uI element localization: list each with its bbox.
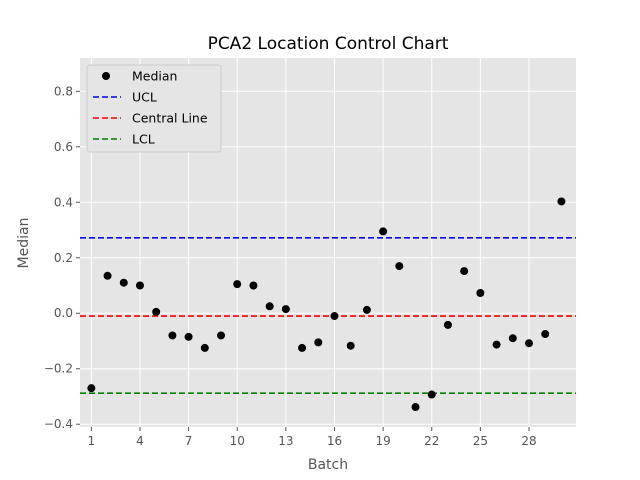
median-point: [314, 338, 323, 347]
y-tick-label: −0.2: [44, 362, 73, 376]
x-tick-label: 16: [327, 434, 342, 448]
x-axis-ticks: 1 4 7 10 13 16 19 22 25 28: [88, 427, 537, 448]
median-point: [152, 307, 161, 316]
y-tick-label: 0.8: [54, 84, 73, 98]
median-point: [249, 281, 258, 290]
median-point: [200, 343, 209, 352]
x-tick-label: 19: [375, 434, 390, 448]
y-tick-label: 0.2: [54, 251, 73, 265]
control-lines: [80, 236, 576, 394]
median-point: [168, 331, 177, 340]
legend-box: [86, 64, 222, 153]
median-point: [427, 390, 436, 399]
median-point: [541, 330, 550, 339]
legend: Median UCL Central Line LCL: [86, 64, 222, 153]
x-tick-label: 4: [136, 434, 144, 448]
chart-title: PCA2 Location Control Chart: [208, 34, 449, 54]
median-point: [524, 339, 533, 348]
x-tick-label: 25: [473, 434, 488, 448]
median-point: [119, 278, 128, 287]
median-point: [233, 280, 242, 289]
x-tick-label: 7: [185, 434, 193, 448]
median-point: [395, 262, 404, 271]
median-point: [217, 331, 226, 340]
median-point: [265, 302, 274, 311]
x-tick-label: 1: [88, 434, 96, 448]
median-point: [135, 281, 144, 290]
median-point: [103, 271, 112, 280]
y-tick-label: −0.4: [44, 417, 73, 431]
y-axis-label: Median: [16, 218, 32, 269]
median-point: [443, 320, 452, 329]
median-point: [557, 197, 566, 206]
median-point: [508, 334, 517, 343]
y-axis-ticks: −0.4 −0.2 0.0 0.2 0.4 0.6 0.8: [44, 84, 80, 431]
y-tick-label: 0.6: [54, 140, 73, 154]
median-point: [460, 267, 469, 276]
median-point: [492, 340, 501, 349]
x-tick-label: 28: [521, 434, 536, 448]
median-point: [281, 305, 290, 314]
median-points: [87, 197, 566, 412]
legend-label: Median: [132, 69, 177, 84]
legend-label: LCL: [132, 132, 155, 147]
legend-label: Central Line: [132, 111, 208, 126]
y-tick-label: 0.4: [54, 195, 73, 209]
median-point: [330, 312, 339, 321]
median-point: [379, 227, 388, 236]
median-point: [87, 384, 96, 393]
median-point: [184, 332, 193, 341]
median-point: [411, 403, 420, 412]
median-point: [346, 341, 355, 350]
x-tick-label: 10: [230, 434, 245, 448]
y-tick-label: 0.0: [54, 306, 73, 320]
median-point: [476, 288, 485, 297]
x-axis-label: Batch: [308, 457, 348, 473]
x-tick-label: 13: [278, 434, 293, 448]
legend-marker-median: [102, 72, 110, 80]
legend-label: UCL: [132, 90, 157, 105]
x-tick-label: 22: [424, 434, 439, 448]
median-point: [298, 343, 307, 352]
median-point: [362, 305, 371, 314]
